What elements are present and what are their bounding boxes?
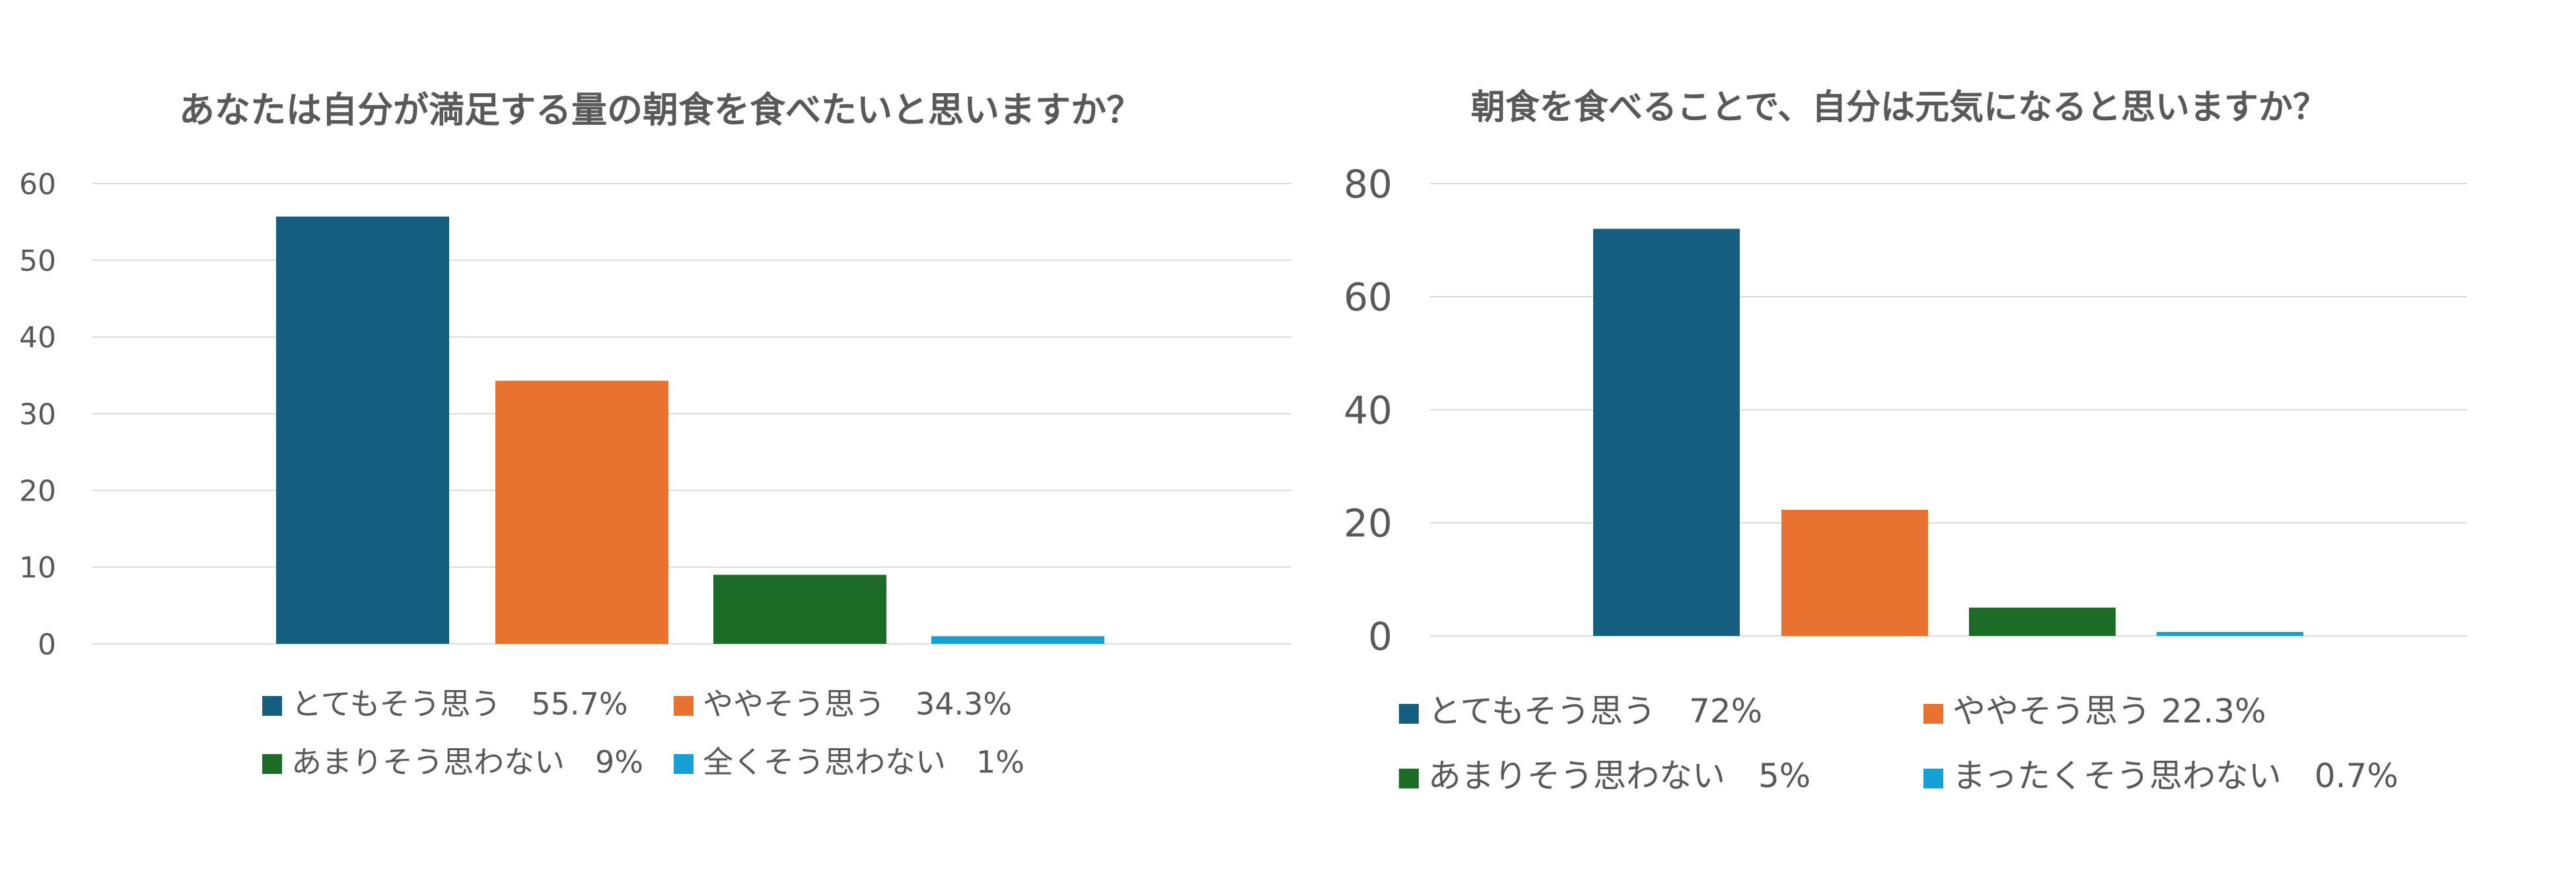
y-tick-label: 60 bbox=[19, 168, 56, 201]
bar bbox=[931, 636, 1104, 644]
legend-label: 全くそう思わない 1% bbox=[703, 744, 1024, 780]
y-tick-label: 0 bbox=[1368, 614, 1392, 659]
legend-label: あまりそう思わない 9% bbox=[291, 744, 643, 780]
y-tick-label: 30 bbox=[19, 398, 56, 431]
legend-label: ややそう思う 22.3% bbox=[1952, 692, 2266, 730]
chart-title: あなたは自分が満足する量の朝食を食べたいと思いますか？ bbox=[179, 89, 1142, 131]
y-tick-label: 10 bbox=[19, 551, 56, 585]
bar bbox=[2157, 632, 2303, 636]
chart-breakfast-energy: 朝食を食べることで、自分は元気になると思いますか？ 0 20 40 60 80 とてもそう思… bbox=[1343, 88, 2467, 795]
legend-swatch bbox=[1923, 769, 1943, 788]
bar bbox=[1593, 228, 1740, 636]
legend-swatch bbox=[262, 696, 282, 716]
y-tick-label: 0 bbox=[38, 628, 56, 662]
legend-label: まったくそう思わない 0.7% bbox=[1952, 757, 2398, 795]
y-tick-label: 50 bbox=[19, 244, 56, 278]
y-tick-label: 60 bbox=[1343, 275, 1392, 320]
legend-swatch bbox=[1923, 704, 1943, 724]
bar bbox=[1969, 608, 2116, 636]
legend-label: ややそう思う 34.3% bbox=[703, 686, 1012, 722]
chart-breakfast-amount: あなたは自分が満足する量の朝食を食べたいと思いますか？ 0 10 20 30 40 50 60… bbox=[19, 89, 1291, 780]
legend-label: とてもそう思う 55.7% bbox=[291, 686, 628, 722]
y-tick-label: 80 bbox=[1343, 162, 1392, 207]
legend-swatch bbox=[674, 696, 694, 716]
y-tick-label: 20 bbox=[1343, 501, 1392, 546]
bar bbox=[495, 380, 668, 644]
legend-swatch bbox=[1399, 704, 1419, 724]
legend-swatch bbox=[1399, 769, 1419, 788]
y-tick-label: 40 bbox=[19, 321, 56, 355]
legend-label: あまりそう思わない 5% bbox=[1428, 757, 1810, 795]
chart-title: 朝食を食べることで、自分は元気になると思いますか？ bbox=[1471, 88, 2327, 127]
y-tick-label: 40 bbox=[1343, 388, 1392, 433]
bar bbox=[713, 575, 886, 644]
legend-swatch bbox=[674, 754, 694, 774]
legend-swatch bbox=[262, 754, 282, 774]
legend-label: とてもそう思う 72% bbox=[1428, 692, 1762, 730]
bar bbox=[276, 216, 449, 644]
bar bbox=[1781, 510, 1928, 636]
y-tick-label: 20 bbox=[19, 475, 56, 508]
